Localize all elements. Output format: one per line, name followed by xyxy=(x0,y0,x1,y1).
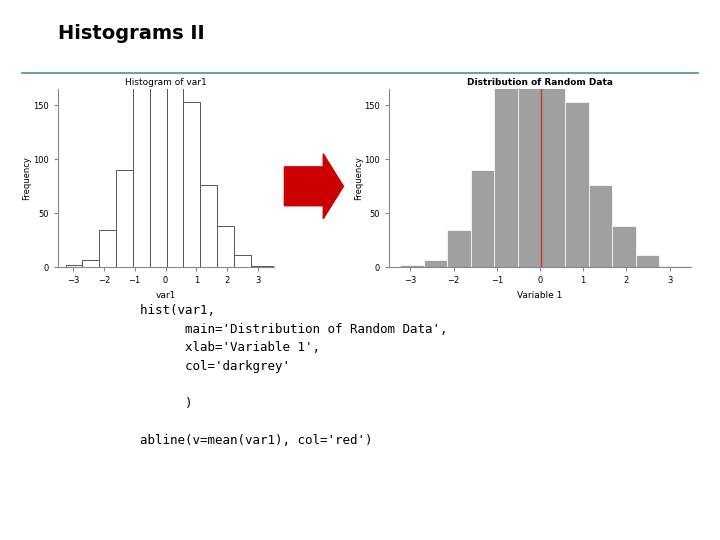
Bar xyxy=(612,226,636,267)
Bar xyxy=(82,260,99,267)
Bar xyxy=(234,255,251,267)
Bar xyxy=(99,230,116,267)
Bar xyxy=(565,102,588,267)
Bar xyxy=(683,266,706,267)
Bar xyxy=(166,35,184,267)
Bar xyxy=(423,260,447,267)
Bar xyxy=(494,80,518,267)
Bar xyxy=(133,80,150,267)
Text: Histograms II: Histograms II xyxy=(58,24,204,43)
Bar xyxy=(471,170,494,267)
Bar xyxy=(660,266,683,267)
Bar xyxy=(541,35,565,267)
X-axis label: var1: var1 xyxy=(156,291,176,300)
Text: Trinity College Dublin, The University of Dublin: Trinity College Dublin, The University o… xyxy=(29,523,240,531)
Bar xyxy=(636,255,660,267)
Bar xyxy=(200,185,217,267)
Bar xyxy=(518,53,541,267)
Y-axis label: Frequency: Frequency xyxy=(354,156,363,200)
Bar xyxy=(588,185,612,267)
Bar xyxy=(116,170,133,267)
Y-axis label: Frequency: Frequency xyxy=(22,156,32,200)
Bar xyxy=(400,265,423,267)
Bar xyxy=(184,102,200,267)
Text: hist(var1,
          main='Distribution of Random Data',
          xlab='Variabl: hist(var1, main='Distribution of Random … xyxy=(110,304,448,447)
Bar xyxy=(268,266,284,267)
Bar xyxy=(150,53,166,267)
Bar xyxy=(447,230,471,267)
Bar xyxy=(66,265,82,267)
Bar xyxy=(217,226,234,267)
FancyArrow shape xyxy=(284,154,343,219)
Title: Distribution of Random Data: Distribution of Random Data xyxy=(467,78,613,87)
X-axis label: Variable 1: Variable 1 xyxy=(517,291,563,300)
Bar xyxy=(251,266,268,267)
Title: Histogram of var1: Histogram of var1 xyxy=(125,78,207,87)
